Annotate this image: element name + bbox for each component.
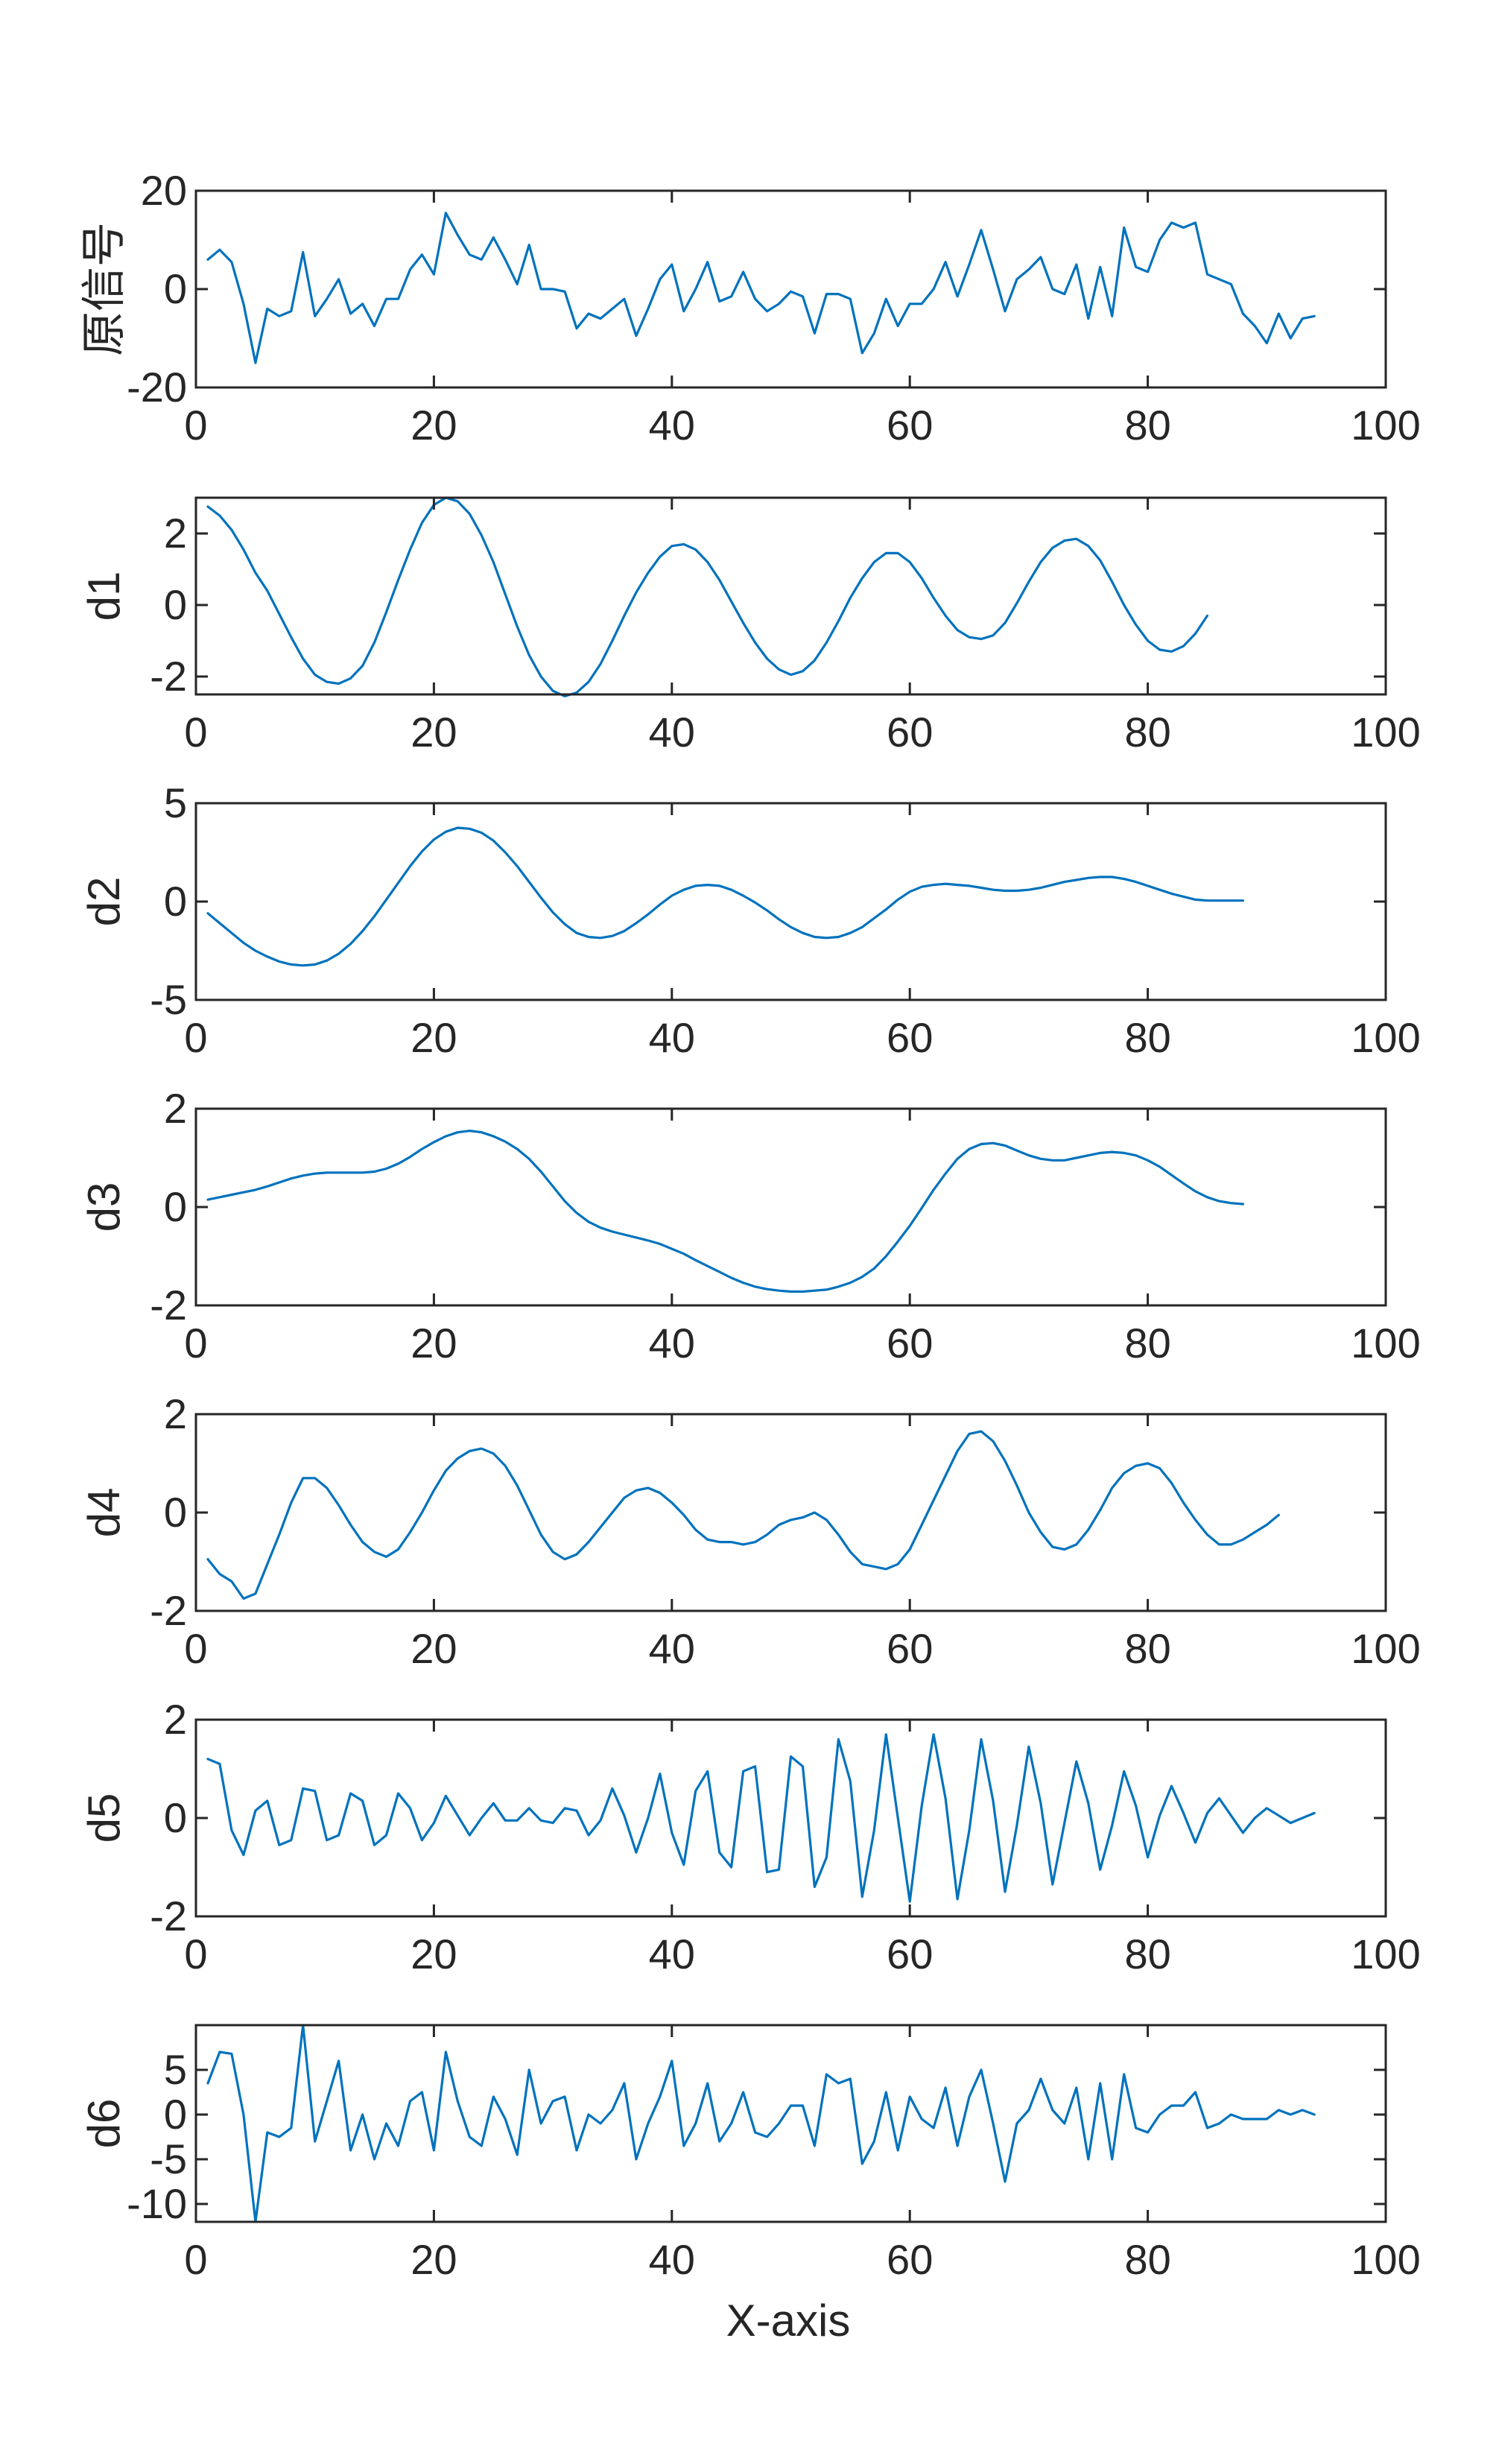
y-axis-label: d4 [79, 1488, 129, 1538]
x-tick-label: 20 [411, 402, 457, 449]
series-line-2 [206, 496, 1209, 698]
x-tick-label: 0 [184, 2236, 207, 2283]
x-tick-label: 0 [184, 1931, 207, 1977]
x-tick-label: 100 [1351, 709, 1420, 756]
plot-frame [194, 496, 1387, 696]
plot-frame [194, 2024, 1387, 2223]
series-line-1 [206, 212, 1316, 364]
x-tick-label: 0 [184, 1014, 207, 1061]
x-tick-label: 80 [1124, 402, 1170, 449]
x-tick-label: 0 [184, 1625, 207, 1672]
x-tick-label: 20 [411, 2236, 457, 2283]
y-tick-label: -5 [150, 2135, 187, 2182]
y-tick-label: 5 [164, 2046, 187, 2093]
y-tick-label: 0 [164, 1183, 187, 1230]
y-tick-label: -10 [127, 2180, 187, 2227]
x-tick-label: 0 [184, 402, 207, 449]
x-tick-label: 20 [411, 1625, 457, 1672]
subplot-2: 0 20 40 60 80 100 -2 0 2 d1 [79, 496, 1421, 756]
y-axis-label: d2 [79, 877, 129, 927]
x-tick-label: 80 [1124, 709, 1170, 756]
y-tick-label: -20 [127, 364, 187, 411]
x-tick-label: 80 [1124, 1931, 1170, 1977]
x-tick-label: 100 [1351, 1014, 1420, 1061]
x-tick-label: 60 [887, 1014, 933, 1061]
x-tick-label: 40 [649, 1320, 695, 1366]
x-tick-label: 80 [1124, 2236, 1170, 2283]
x-tick-label: 20 [411, 1014, 457, 1061]
x-tick-label: 100 [1351, 2236, 1420, 2283]
y-tick-label: -2 [150, 1282, 187, 1328]
x-axis-label: X-axis [726, 2296, 851, 2346]
y-axis-label: d6 [79, 2099, 129, 2149]
y-tick-label: -2 [150, 653, 187, 700]
x-tick-label: 60 [887, 1931, 933, 1977]
x-tick-label: 20 [411, 1320, 457, 1366]
series-line-6 [206, 1733, 1316, 1903]
y-tick-label: 0 [164, 265, 187, 312]
x-tick-label: 40 [649, 402, 695, 449]
y-tick-label: -2 [150, 1893, 187, 1939]
x-tick-label: 60 [887, 709, 933, 756]
x-tick-label: 100 [1351, 1931, 1420, 1977]
y-tick-label: 0 [164, 581, 187, 628]
y-tick-label: -2 [150, 1587, 187, 1634]
y-tick-label: 20 [141, 167, 187, 214]
x-tick-label: 60 [887, 1625, 933, 1672]
x-tick-label: 40 [649, 709, 695, 756]
y-tick-label: 5 [164, 779, 187, 826]
x-tick-label: 40 [649, 1014, 695, 1061]
series-line-4 [206, 1130, 1245, 1293]
series-line-5 [206, 1430, 1280, 1600]
y-tick-label: 2 [164, 510, 187, 557]
y-tick-label: 2 [164, 1390, 187, 1437]
y-axis-label: d5 [79, 1793, 129, 1843]
x-tick-label: 80 [1124, 1014, 1170, 1061]
x-tick-label: 60 [887, 2236, 933, 2283]
y-tick-label: -5 [150, 976, 187, 1023]
x-tick-label: 80 [1124, 1625, 1170, 1672]
y-tick-label: 0 [164, 878, 187, 925]
y-axis-label: 原信号 [79, 222, 129, 356]
y-tick-label: 0 [164, 2091, 187, 2138]
x-tick-label: 40 [649, 1931, 695, 1977]
x-tick-label: 60 [887, 402, 933, 449]
series-line-7 [206, 2024, 1316, 2223]
x-tick-label: 40 [649, 2236, 695, 2283]
x-tick-label: 20 [411, 1931, 457, 1977]
y-axis-label: d3 [79, 1182, 129, 1232]
x-tick-label: 80 [1124, 1320, 1170, 1366]
y-tick-label: 2 [164, 1696, 187, 1743]
x-tick-label: 100 [1351, 1320, 1420, 1366]
x-tick-label: 20 [411, 709, 457, 756]
x-tick-label: 40 [649, 1625, 695, 1672]
y-axis-label: d1 [79, 571, 129, 621]
x-tick-label: 100 [1351, 1625, 1420, 1672]
y-tick-label: 0 [164, 1794, 187, 1841]
series-line-3 [206, 826, 1245, 967]
y-tick-label: 0 [164, 1489, 187, 1536]
x-tick-label: 60 [887, 1320, 933, 1366]
y-tick-label: 2 [164, 1085, 187, 1132]
x-tick-label: 100 [1351, 402, 1420, 449]
x-tick-label: 0 [184, 1320, 207, 1366]
x-tick-label: 0 [184, 709, 207, 756]
